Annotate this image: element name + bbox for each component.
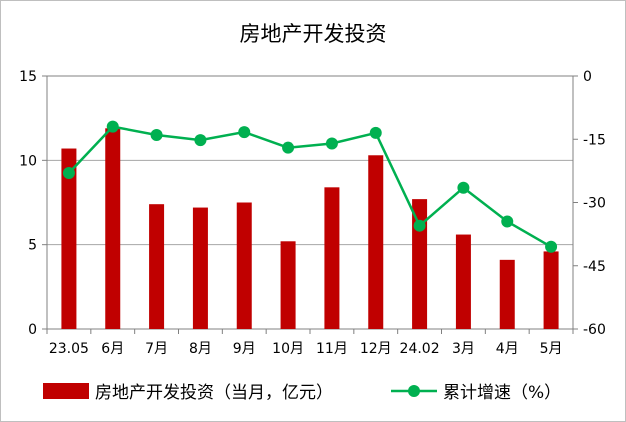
line-point bbox=[413, 219, 426, 232]
x-tick-label: 12月 bbox=[360, 341, 392, 357]
bar bbox=[455, 234, 471, 329]
y-right-tick-label: -30 bbox=[583, 196, 606, 212]
bar bbox=[324, 187, 340, 329]
y-left-tick-label: 0 bbox=[28, 322, 37, 338]
line-point bbox=[282, 141, 295, 154]
series-line bbox=[68, 125, 552, 248]
y-right-tick-label: -60 bbox=[583, 322, 606, 338]
bar bbox=[105, 128, 121, 329]
legend-swatch-marker bbox=[408, 385, 420, 397]
line-point bbox=[150, 129, 163, 142]
line-point bbox=[325, 137, 338, 150]
bar bbox=[543, 251, 559, 329]
bar bbox=[499, 259, 515, 329]
bar bbox=[412, 199, 428, 329]
bar bbox=[280, 241, 296, 329]
y-left-tick-label: 5 bbox=[28, 238, 37, 254]
bar bbox=[61, 148, 77, 329]
bar bbox=[236, 202, 252, 329]
line-point bbox=[457, 181, 470, 194]
legend-swatch-bar bbox=[43, 383, 89, 399]
x-tick-label: 8月 bbox=[189, 341, 212, 357]
line-point bbox=[238, 126, 251, 139]
chart-title: 房地产开发投资 bbox=[240, 22, 387, 46]
line-point bbox=[194, 134, 207, 147]
line-point bbox=[545, 240, 558, 253]
y-left-tick-label: 10 bbox=[19, 153, 37, 169]
x-tick-label: 5月 bbox=[540, 341, 563, 357]
y-right-tick-label: -15 bbox=[583, 132, 606, 148]
y-left-tick-label: 15 bbox=[19, 69, 37, 85]
legend-label-bar: 房地产开发投资（当月，亿元） bbox=[95, 383, 333, 403]
bar bbox=[192, 207, 208, 329]
x-tick-label: 9月 bbox=[233, 341, 256, 357]
line-point bbox=[501, 215, 514, 228]
line-point bbox=[106, 120, 119, 133]
bar bbox=[149, 204, 165, 329]
x-tick-label: 24.02 bbox=[400, 341, 440, 357]
y-right-tick-label: -45 bbox=[583, 259, 606, 275]
bar bbox=[368, 155, 384, 329]
x-tick-label: 7月 bbox=[145, 341, 168, 357]
x-tick-label: 10月 bbox=[272, 341, 304, 357]
legend-label-line: 累计增速（%） bbox=[443, 383, 561, 403]
x-tick-label: 4月 bbox=[496, 341, 519, 357]
x-tick-label: 23.05 bbox=[49, 341, 89, 357]
line-point bbox=[369, 126, 382, 139]
plot-area bbox=[46, 75, 574, 330]
x-tick-label: 11月 bbox=[316, 341, 348, 357]
x-tick-label: 6月 bbox=[101, 341, 124, 357]
x-tick-label: 3月 bbox=[452, 341, 475, 357]
y-right-tick-label: 0 bbox=[583, 69, 592, 85]
line-point bbox=[62, 166, 75, 179]
